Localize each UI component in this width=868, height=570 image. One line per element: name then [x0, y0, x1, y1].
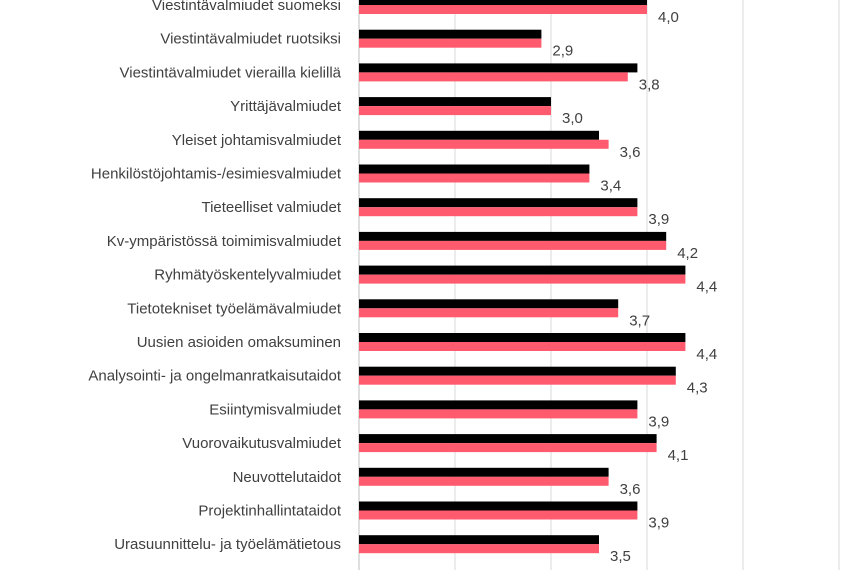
- data-label: 4,4: [696, 346, 717, 363]
- bar-series-1: [359, 29, 542, 39]
- bar-series-2: [359, 5, 647, 14]
- bar-series-2: [359, 139, 609, 149]
- category-label: Yrittäjävalmiudet: [230, 98, 342, 115]
- bar-series-2: [359, 207, 638, 217]
- bar-series-2: [359, 106, 551, 116]
- bar-series-1: [359, 231, 667, 241]
- data-label: 4,4: [696, 279, 717, 296]
- data-label: 3,6: [620, 481, 641, 498]
- data-label: 4,1: [668, 447, 689, 464]
- bar-series-2: [359, 476, 609, 486]
- category-label: Esiintymisvalmiudet: [209, 401, 342, 418]
- data-label: 3,5: [610, 548, 631, 565]
- category-label: Vuorovaikutusvalmiudet: [182, 435, 342, 452]
- category-label: Viestintävalmiudet vierailla kielillä: [120, 64, 342, 81]
- data-label: 4,3: [687, 380, 708, 397]
- category-label: Urasuunnittelu- ja työelämätietous: [114, 536, 341, 553]
- bar-series-1: [359, 400, 638, 410]
- bar-series-1: [359, 130, 599, 140]
- data-label: 3,8: [639, 76, 660, 93]
- category-label: Analysointi- ja ongelmanratkaisutaidot: [88, 368, 341, 385]
- bar-series-2: [359, 510, 638, 520]
- category-label: Uusien asioiden omaksuminen: [137, 334, 341, 351]
- bar-series-1: [359, 97, 551, 107]
- category-label: Viestintävalmiudet ruotsiksi: [160, 31, 341, 48]
- data-label: 3,6: [620, 144, 641, 161]
- labels: Viestintävalmiudet suomeksi 4,0 Viestintäv…: [88, 0, 717, 565]
- bar-series-1: [359, 366, 676, 376]
- category-label: Neuvottelutaidot: [233, 469, 342, 486]
- bar-series-2: [359, 240, 667, 250]
- bar-series-1: [359, 299, 619, 309]
- bar-series-2: [359, 375, 676, 385]
- bar-series-2: [359, 443, 657, 453]
- data-label: 3,4: [600, 178, 621, 195]
- category-label: Kv-ympäristössä toimimisvalmiudet: [107, 233, 342, 250]
- data-label: 4,2: [677, 245, 698, 262]
- data-label: 3,0: [562, 110, 583, 127]
- category-label: Projektinhallintataidot: [198, 503, 341, 520]
- bar-series-2: [359, 274, 686, 284]
- data-label: 3,9: [648, 211, 669, 228]
- data-label: 4,0: [658, 9, 679, 26]
- category-label: Viestintävalmiudet suomeksi: [152, 0, 341, 14]
- data-label: 3,9: [648, 515, 669, 532]
- bar-series-2: [359, 544, 599, 554]
- category-label: Ryhmätyöskentelyvalmiudet: [154, 267, 342, 284]
- data-label: 3,7: [629, 312, 650, 329]
- bar-series-1: [359, 198, 638, 208]
- bar-series-1: [359, 265, 686, 275]
- bar-series-2: [359, 342, 686, 351]
- bar-series-2: [359, 38, 542, 48]
- data-label: 2,9: [552, 43, 573, 60]
- bar-series-2: [359, 409, 638, 419]
- bar-series-1: [359, 434, 657, 444]
- category-label: Yleiset johtamisvalmiudet: [172, 132, 342, 149]
- category-label: Henkilöstöjohtamis-/esimiesvalmiudet: [91, 166, 342, 183]
- bar-series-1: [359, 63, 638, 73]
- bar-series-1: [359, 467, 609, 477]
- data-label: 3,9: [648, 413, 669, 430]
- bar-series-1: [359, 164, 590, 174]
- bar-series-2: [359, 72, 628, 82]
- category-label: Tieteelliset valmiudet: [201, 199, 341, 216]
- bars: [359, 0, 686, 554]
- bar-series-2: [359, 308, 619, 318]
- bar-series-1: [359, 535, 599, 545]
- bar-series-1: [359, 501, 638, 511]
- bar-series-2: [359, 173, 590, 183]
- category-label: Tietotekniset työelämävalmiudet: [127, 300, 342, 317]
- bar-series-1: [359, 0, 647, 5]
- bar-series-1: [359, 333, 686, 342]
